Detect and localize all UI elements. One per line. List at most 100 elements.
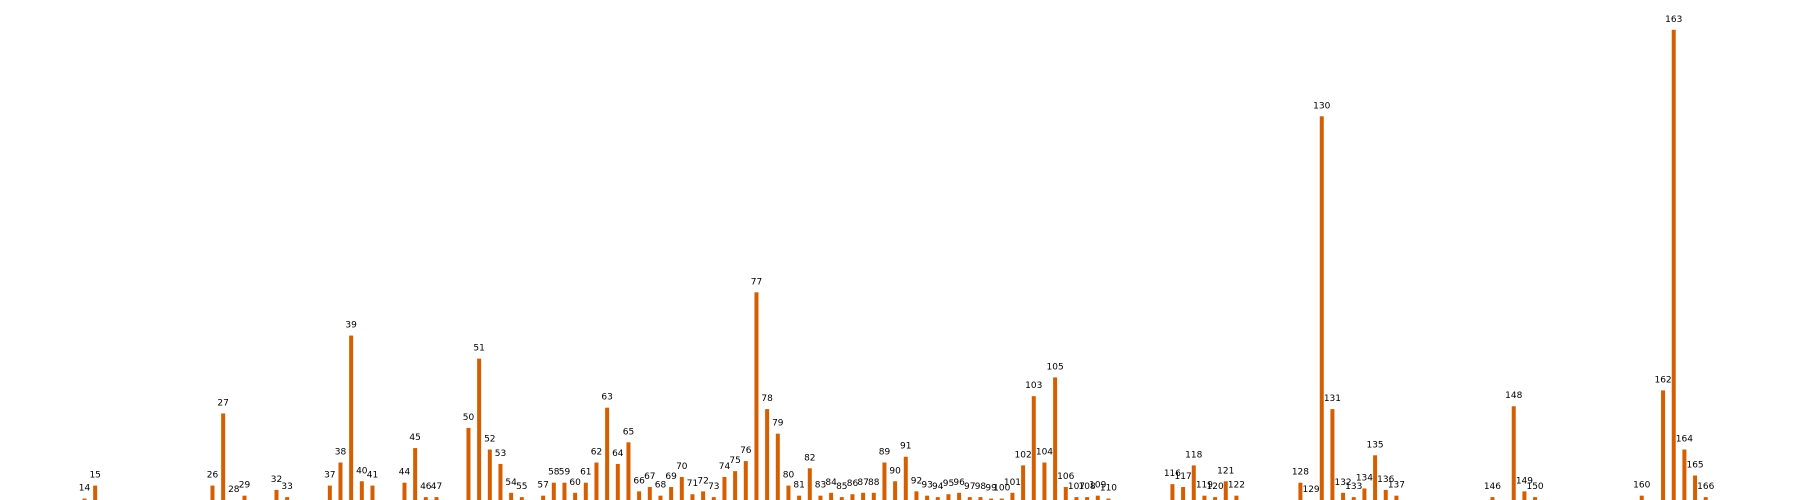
bar-98 [978, 497, 983, 500]
bar-label-37: 37 [324, 471, 335, 481]
bar-label-44: 44 [399, 468, 411, 478]
bar-97 [967, 497, 972, 500]
bar-100 [999, 498, 1004, 500]
bar-label-62: 62 [591, 448, 602, 458]
bar-99 [989, 498, 994, 500]
bar-149 [1522, 491, 1527, 500]
bar-label-33: 33 [281, 482, 292, 492]
bar-45 [413, 448, 418, 500]
bar-110 [1106, 498, 1111, 500]
bar-label-99: 99 [985, 484, 997, 494]
bar-69 [669, 487, 674, 500]
bar-label-14: 14 [79, 484, 91, 494]
bar-label-60: 60 [569, 478, 581, 488]
bar-61 [583, 482, 588, 500]
bar-38 [338, 462, 343, 500]
bars-group [82, 29, 1708, 500]
bar-85 [839, 497, 844, 500]
bar-108 [1085, 497, 1090, 500]
bar-64 [615, 463, 620, 500]
bar-14 [82, 498, 87, 500]
bar-137 [1394, 495, 1399, 500]
bar-label-54: 54 [505, 478, 517, 488]
bar-label-133: 133 [1345, 482, 1362, 492]
bar-46 [423, 497, 428, 500]
bar-164 [1682, 449, 1687, 500]
bar-label-164: 164 [1676, 435, 1693, 445]
bar-105 [1053, 377, 1058, 500]
bar-label-58: 58 [548, 468, 560, 478]
bar-73 [711, 497, 716, 500]
bar-81 [797, 495, 802, 500]
bar-label-83: 83 [815, 481, 826, 491]
bar-32 [274, 489, 279, 500]
bar-121 [1223, 481, 1228, 500]
bar-label-163: 163 [1665, 15, 1682, 25]
bar-62 [594, 462, 599, 500]
bar-label-82: 82 [804, 453, 815, 463]
bar-label-98: 98 [975, 482, 987, 492]
bar-116 [1170, 484, 1175, 500]
bar-label-135: 135 [1366, 440, 1383, 450]
bar-91 [903, 456, 908, 500]
bar-74 [722, 476, 727, 500]
bar-163 [1671, 29, 1676, 500]
bar-72 [701, 491, 706, 500]
bar-160 [1639, 495, 1644, 500]
bar-label-74: 74 [719, 462, 731, 472]
bar-104 [1042, 462, 1047, 500]
bar-label-146: 146 [1484, 482, 1501, 492]
bar-33 [285, 497, 290, 500]
bar-95 [946, 494, 951, 500]
bar-119 [1202, 495, 1207, 500]
bar-106 [1063, 487, 1068, 500]
bar-79 [775, 433, 780, 500]
bar-86 [850, 494, 855, 500]
bar-53 [498, 463, 503, 500]
bar-label-101: 101 [1004, 478, 1021, 488]
bar-label-41: 41 [367, 471, 378, 481]
bar-label-94: 94 [932, 482, 944, 492]
bar-label-148: 148 [1505, 391, 1522, 401]
bar-96 [957, 492, 962, 500]
bar-90 [893, 481, 898, 500]
bar-77 [754, 292, 759, 500]
bar-label-40: 40 [356, 466, 368, 476]
bar-label-121: 121 [1217, 466, 1234, 476]
bar-label-95: 95 [943, 479, 954, 489]
bar-65 [626, 442, 631, 500]
bar-label-134: 134 [1356, 473, 1373, 483]
bar-label-76: 76 [740, 446, 752, 456]
bar-109 [1095, 495, 1100, 500]
bar-label-91: 91 [900, 442, 911, 452]
bar-label-84: 84 [825, 478, 837, 488]
bar-75 [733, 471, 738, 500]
bar-93 [925, 495, 930, 500]
bar-label-51: 51 [473, 344, 484, 354]
bar-122 [1234, 495, 1239, 500]
bar-label-89: 89 [879, 448, 891, 458]
bar-label-63: 63 [601, 393, 612, 403]
bar-118 [1191, 465, 1196, 500]
bar-label-166: 166 [1697, 482, 1714, 492]
bar-label-68: 68 [655, 481, 667, 491]
bar-37 [327, 485, 332, 500]
bar-label-107: 107 [1068, 482, 1085, 492]
bar-87 [861, 492, 866, 500]
bar-label-92: 92 [911, 476, 922, 486]
bar-label-128: 128 [1292, 468, 1309, 478]
bar-103 [1031, 396, 1036, 500]
bar-63 [605, 407, 610, 500]
bar-92 [914, 491, 919, 500]
bar-label-118: 118 [1185, 450, 1202, 460]
bar-27 [221, 413, 226, 500]
bar-label-88: 88 [868, 478, 880, 488]
bar-80 [786, 485, 791, 500]
bar-label-122: 122 [1228, 481, 1245, 491]
bar-146 [1490, 497, 1495, 500]
bar-label-132: 132 [1334, 478, 1351, 488]
bar-label-65: 65 [623, 427, 634, 437]
bar-label-160: 160 [1633, 481, 1650, 491]
bar-label-108: 108 [1079, 482, 1096, 492]
